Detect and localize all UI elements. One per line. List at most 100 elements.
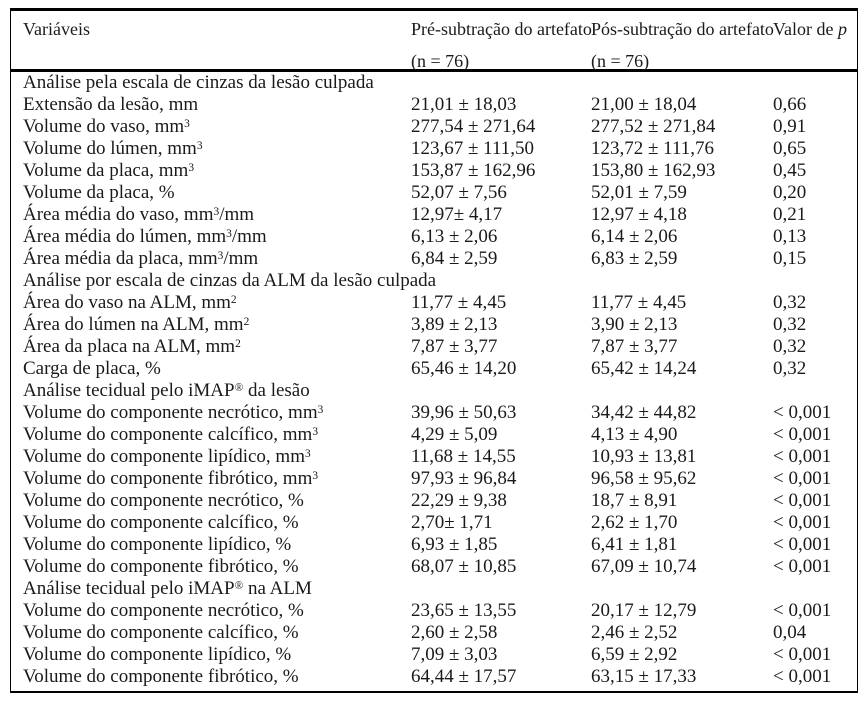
pre-value-cell: 11,77 ± 4,45: [411, 292, 507, 313]
pre-value-cell: 97,93 ± 96,84: [411, 468, 517, 489]
variable-cell: Volume do componente necrótico, mm3: [23, 402, 324, 423]
pos-value-cell: 6,14 ± 2,06: [591, 226, 678, 247]
variable-cell: Volume do componente fibrótico, %: [23, 556, 299, 577]
p-value-cell: < 0,001: [773, 490, 832, 511]
table-row: Extensão da lesão, mm 21,01 ± 18,03 21,00 …: [11, 94, 857, 116]
pos-value-cell: 52,01 ± 7,59: [591, 182, 687, 203]
results-table: Variáveis Pré-subtração do artefato (n =…: [10, 8, 858, 693]
table-row: Volume da placa, mm3 153,87 ± 162,96 153,8…: [11, 160, 857, 182]
pre-value-cell: 64,44 ± 17,57: [411, 666, 517, 687]
p-value-cell: 0,32: [773, 336, 807, 357]
pre-value-cell: 22,29 ± 9,38: [411, 490, 507, 511]
section-label: Análise tecidual pelo iMAP® da lesão: [23, 380, 310, 401]
pre-value-cell: 39,96 ± 50,63: [411, 402, 517, 423]
table-row: Volume do componente necrótico, % 22,29 ±…: [11, 490, 857, 512]
p-value-cell: 0,04: [773, 622, 807, 643]
header-variables-cell: Variáveis: [23, 18, 411, 41]
variable-cell: Carga de placa, %: [23, 358, 161, 379]
pre-value-cell: 277,54 ± 271,64: [411, 116, 536, 137]
pre-value-cell: 11,68 ± 14,55: [411, 446, 516, 467]
variable-cell: Volume do componente calcífico, %: [23, 512, 299, 533]
pre-value-cell: 2,60 ± 2,58: [411, 622, 498, 643]
pre-value-cell: 65,46 ± 14,20: [411, 358, 517, 379]
p-value-cell: < 0,001: [773, 600, 832, 621]
header-pos-subtraction-cell: Pós-subtração do artefato (n = 76): [591, 18, 774, 73]
pos-value-cell: 6,59 ± 2,92: [591, 644, 678, 665]
variable-cell: Volume do componente lipídico, %: [23, 534, 292, 555]
p-value-cell: < 0,001: [773, 424, 832, 445]
pre-value-cell: 123,67 ± 111,50: [411, 138, 535, 159]
p-value-cell: 0,21: [773, 204, 807, 225]
p-value-cell: 0,15: [773, 248, 807, 269]
variable-cell: Volume do componente fibrótico, %: [23, 666, 299, 687]
pre-value-cell: 153,87 ± 162,96: [411, 160, 536, 181]
pre-value-cell: 6,84 ± 2,59: [411, 248, 498, 269]
pos-value-cell: 123,72 ± 111,76: [591, 138, 715, 159]
variable-cell: Área média do lúmen, mm3/mm: [23, 226, 267, 247]
p-value-cell: 0,66: [773, 94, 807, 115]
table-row: Volume do lúmen, mm3 123,67 ± 111,50 123,7…: [11, 138, 857, 160]
p-value-cell: < 0,001: [773, 512, 832, 533]
variable-cell: Área da placa na ALM, mm2: [23, 336, 241, 357]
pre-value-cell: 12,97± 4,17: [411, 204, 503, 225]
section-row: Análise tecidual pelo iMAP® na ALM: [11, 578, 857, 600]
pre-value-cell: 4,29 ± 5,09: [411, 424, 498, 445]
p-value-cell: < 0,001: [773, 534, 832, 555]
table-row: Volume do componente necrótico, % 23,65 ±…: [11, 600, 857, 622]
table-row: Área média do vaso, mm3/mm 12,97± 4,17 12,…: [11, 204, 857, 226]
pos-value-cell: 2,62 ± 1,70: [591, 512, 678, 533]
pos-value-cell: 18,7 ± 8,91: [591, 490, 678, 511]
p-value-cell: 0,20: [773, 182, 807, 203]
pre-value-cell: 3,89 ± 2,13: [411, 314, 498, 335]
pre-value-cell: 7,09 ± 3,03: [411, 644, 498, 665]
pos-value-cell: 20,17 ± 12,79: [591, 600, 697, 621]
p-value-cell: 0,45: [773, 160, 807, 181]
pre-value-cell: 52,07 ± 7,56: [411, 182, 507, 203]
table-row: Área do lúmen na ALM, mm2 3,89 ± 2,13 3,90…: [11, 314, 857, 336]
pos-value-cell: 10,93 ± 13,81: [591, 446, 697, 467]
p-italic: p: [837, 19, 847, 39]
pos-value-cell: 153,80 ± 162,93: [591, 160, 716, 181]
variable-cell: Área do lúmen na ALM, mm2: [23, 314, 250, 335]
table-body: Análise pela escala de cinzas da lesão c…: [11, 72, 857, 688]
header-pre-n: (n = 76): [411, 51, 470, 71]
table-row: Volume da placa, % 52,07 ± 7,56 52,01 ± 7,…: [11, 182, 857, 204]
header-pre-subtraction-cell: Pré-subtração do artefato (n = 76): [411, 18, 592, 73]
section-row: Análise pela escala de cinzas da lesão c…: [11, 72, 857, 94]
pos-value-cell: 34,42 ± 44,82: [591, 402, 697, 423]
section-label: Análise pela escala de cinzas da lesão c…: [23, 72, 374, 93]
pos-value-cell: 6,41 ± 1,81: [591, 534, 678, 555]
table-row: Volume do componente fibrótico, mm3 97,93…: [11, 468, 857, 490]
variable-cell: Volume do componente necrótico, %: [23, 600, 304, 621]
pos-value-cell: 63,15 ± 17,33: [591, 666, 697, 687]
pre-value-cell: 23,65 ± 13,55: [411, 600, 517, 621]
pos-value-cell: 277,52 ± 271,84: [591, 116, 716, 137]
p-value-cell: < 0,001: [773, 644, 832, 665]
section-label: Análise por escala de cinzas da ALM da l…: [23, 270, 437, 291]
variable-cell: Área média do vaso, mm3/mm: [23, 204, 255, 225]
p-value-cell: 0,13: [773, 226, 807, 247]
pos-value-cell: 3,90 ± 2,13: [591, 314, 678, 335]
table-row: Volume do componente calcífico, mm3 4,29 …: [11, 424, 857, 446]
header-pos-line1: Pós-subtração do artefato: [591, 19, 774, 39]
table-row: Volume do componente calcífico, % 2,60 ± …: [11, 622, 857, 644]
table-row: Volume do componente fibrótico, % 68,07 ±…: [11, 556, 857, 578]
section-row: Análise tecidual pelo iMAP® da lesão: [11, 380, 857, 402]
section-row: Análise por escala de cinzas da ALM da l…: [11, 270, 857, 292]
variable-cell: Extensão da lesão, mm: [23, 94, 199, 115]
variable-cell: Volume do componente lipídico, mm3: [23, 446, 311, 467]
p-value-cell: 0,91: [773, 116, 807, 137]
variable-cell: Volume do componente calcífico, mm3: [23, 424, 319, 445]
table-row: Volume do componente calcífico, % 2,70± 1…: [11, 512, 857, 534]
table-header-row: Variáveis Pré-subtração do artefato (n =…: [11, 11, 857, 72]
p-value-cell: < 0,001: [773, 666, 832, 687]
header-variables-label: Variáveis: [23, 19, 90, 39]
pre-value-cell: 7,87 ± 3,77: [411, 336, 498, 357]
table-row: Volume do componente necrótico, mm3 39,96…: [11, 402, 857, 424]
table-row: Carga de placa, % 65,46 ± 14,20 65,42 ± 14…: [11, 358, 857, 380]
p-value-cell: < 0,001: [773, 446, 832, 467]
pre-value-cell: 6,93 ± 1,85: [411, 534, 498, 555]
p-value-cell: 0,32: [773, 292, 807, 313]
variable-cell: Volume do componente necrótico, %: [23, 490, 304, 511]
pos-value-cell: 12,97 ± 4,18: [591, 204, 687, 225]
